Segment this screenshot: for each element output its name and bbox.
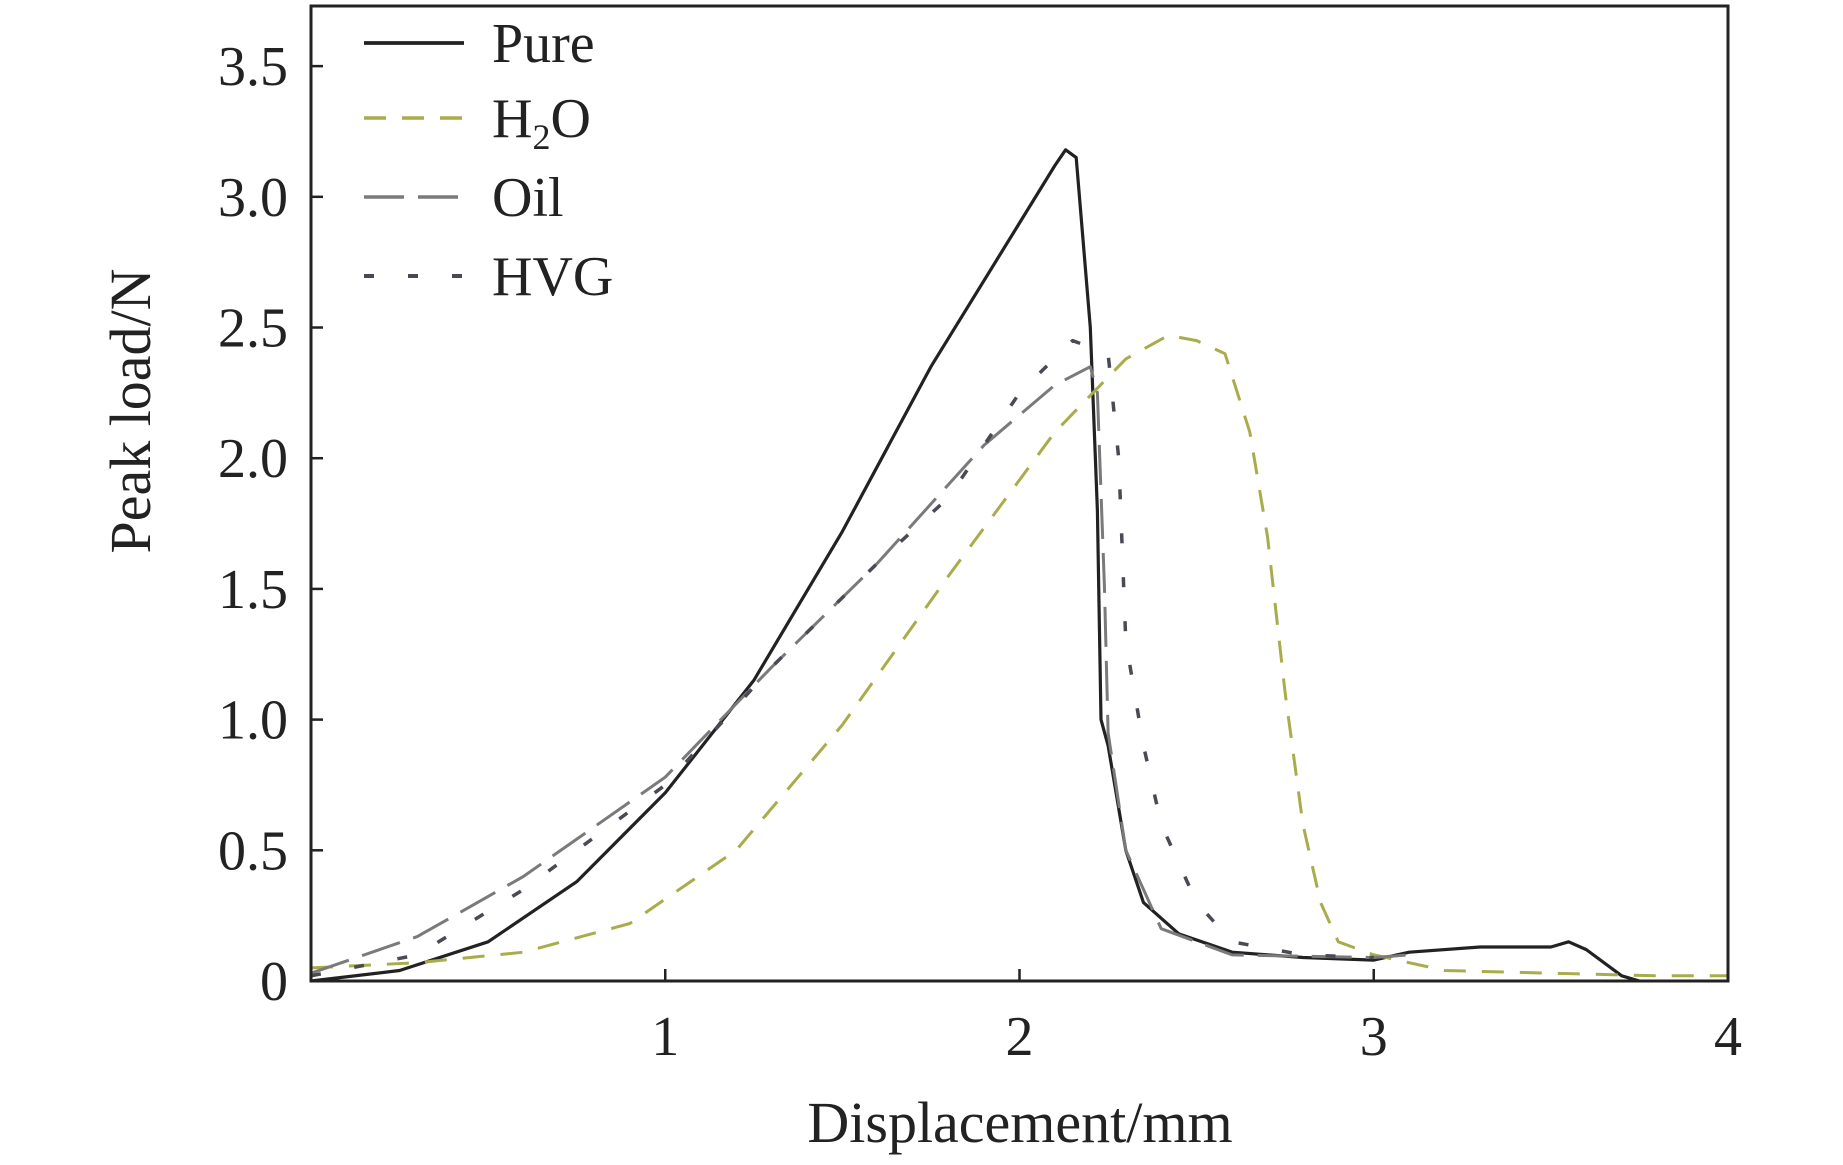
x-tick-label: 4 [1714,1006,1742,1068]
series-line-oil [310,365,1410,975]
legend: Pure H2O Oil HVG [364,13,613,308]
legend-label: Pure [492,13,595,75]
x-tick-label: 1 [651,1006,679,1068]
y-tick-label: 3.0 [218,167,288,229]
legend-label-subscript: 2 [532,117,550,157]
series-line-h2o [310,333,1728,978]
y-tick-label: 2.5 [218,298,288,360]
y-tick-label: 1.5 [218,559,288,621]
legend-label-main: H [492,88,532,150]
legend-label-main: Oil [492,167,564,229]
legend-label: HVG [492,246,613,308]
y-tick-label: 0.5 [218,820,288,882]
legend-label: Oil [492,167,564,229]
y-axis-title: Peak load/N [98,268,163,553]
x-axis-title: Displacement/mm [807,1090,1232,1155]
legend-label: H2O [492,88,591,157]
legend-label-main: Pure [492,13,595,75]
x-tick-label: 3 [1360,1006,1388,1068]
legend-item-oil: Oil [364,167,564,229]
legend-item-h2o: H2O [364,88,591,157]
series-layer [310,148,1728,983]
y-tick-label: 3.5 [218,36,288,98]
x-tick-label: 2 [1006,1006,1034,1068]
legend-item-hvg: HVG [364,246,613,308]
legend-label-tail: O [550,88,590,150]
y-tick-label: 0 [260,951,288,1013]
plot-frame [309,4,1730,983]
legend-label-main: HVG [492,246,613,308]
legend-item-pure: Pure [364,13,595,75]
y-tick-label: 2.0 [218,428,288,490]
ticks-layer: 1 2 3 4 0 0.5 1.0 1.5 2.0 2.5 3.0 3.5 [218,36,1742,1068]
series-line-hvg [310,338,1374,978]
y-tick-label: 1.0 [218,690,288,752]
